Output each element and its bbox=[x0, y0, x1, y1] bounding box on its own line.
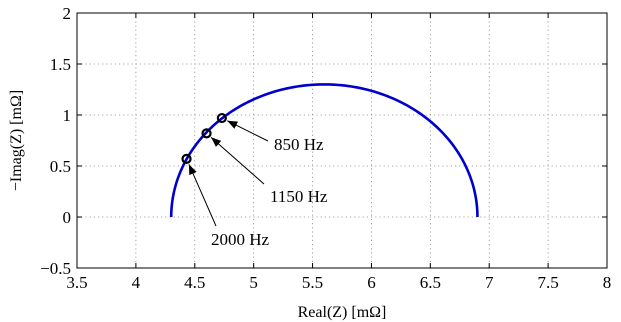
x-tick-label: 4.5 bbox=[184, 273, 205, 292]
annotation-label: 2000 Hz bbox=[211, 230, 270, 249]
grid-lines bbox=[77, 13, 607, 268]
y-tick-label: 0 bbox=[63, 208, 72, 227]
annotation-label: 1150 Hz bbox=[270, 187, 328, 206]
x-tick-label: 6.5 bbox=[420, 273, 441, 292]
annotation-label: 850 Hz bbox=[274, 135, 324, 154]
y-tick-label: 1.5 bbox=[50, 55, 71, 74]
x-tick-label: 7 bbox=[485, 273, 494, 292]
annotation-arrow bbox=[227, 120, 269, 142]
y-tick-label: 2 bbox=[63, 4, 72, 23]
axis-ticks: 3.5 4 4.5 5 5.5 6 6.5 7 7.5 8 −0.5 0 0.5 1 1.5 2 bbox=[40, 4, 611, 292]
x-tick-label: 5 bbox=[249, 273, 258, 292]
y-tick-label: 1 bbox=[63, 106, 72, 125]
annotation-arrow bbox=[210, 136, 265, 185]
y-tick-label: −0.5 bbox=[40, 259, 71, 278]
arrow-shaft bbox=[210, 136, 265, 185]
annotation-arrow bbox=[188, 164, 217, 227]
x-tick-label: 3.5 bbox=[66, 273, 87, 292]
arrow-head bbox=[227, 120, 238, 129]
frequency-markers bbox=[181, 112, 227, 164]
frequency-marker bbox=[216, 112, 227, 124]
impedance-semicircle bbox=[169, 83, 479, 218]
y-axis-label: −Imag(Z) [mΩ] bbox=[8, 90, 25, 191]
x-tick-label: 5.5 bbox=[302, 273, 323, 292]
arrow-head bbox=[211, 137, 222, 147]
frequency-marker bbox=[201, 128, 212, 139]
y-tick-label: 0.5 bbox=[50, 157, 71, 176]
x-tick-label: 6 bbox=[367, 273, 376, 292]
arrow-head bbox=[188, 164, 197, 176]
x-tick-label: 7.5 bbox=[537, 273, 558, 292]
arrow-shaft bbox=[188, 164, 217, 227]
plot-frame bbox=[76, 12, 608, 269]
x-axis-label: Real(Z) [mΩ] bbox=[298, 304, 387, 321]
frequency-annotations: 850 Hz 1150 Hz 2000 Hz bbox=[188, 120, 328, 249]
frequency-marker bbox=[181, 153, 192, 164]
x-tick-label: 4 bbox=[132, 273, 141, 292]
impedance-curve-layer bbox=[169, 83, 479, 218]
x-tick-label: 8 bbox=[603, 273, 612, 292]
